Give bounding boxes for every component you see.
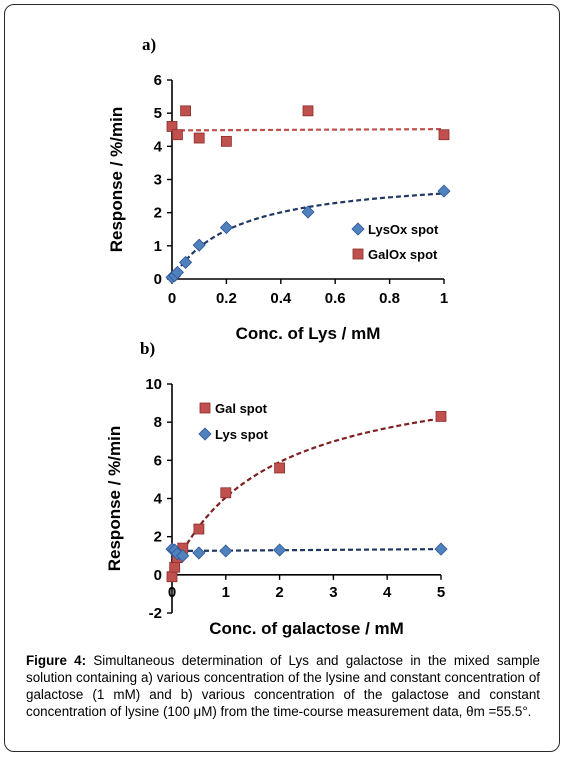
- chart-a-galox-spot-point: [220, 135, 232, 147]
- chart-b-panel-label: b): [140, 339, 155, 358]
- chart-a-lysox-spot-point: [219, 221, 233, 235]
- chart-b-legend-lys-spot-label: Lys spot: [215, 427, 269, 442]
- chart-b-ytick-label: 0: [154, 567, 162, 584]
- chart-a-xtick-label: 1: [440, 290, 448, 307]
- chart-b-lys-spot-point: [434, 542, 448, 556]
- chart-a-galox-spot-point: [166, 121, 178, 132]
- chart-a-ytick-label: 0: [154, 271, 162, 288]
- chart-a-xtick-label: 0.2: [216, 290, 237, 307]
- chart-b-lys-spot-point: [176, 549, 190, 563]
- chart-a-galox-spot-point: [438, 129, 450, 141]
- chart-a-lysox-spot-point: [301, 205, 315, 219]
- chart-a-galox-spot-fit-line: [171, 128, 445, 132]
- chart-b-legend-gal-spot-label: Gal spot: [215, 401, 268, 416]
- chart-b-xtick-label: 2: [275, 584, 283, 601]
- chart-b: b) -2 0 2 4 6 8 10 0 1 2 3 4 5 Conc. of galactose / mM…: [105, 339, 448, 638]
- chart-b-ytick-label: 8: [154, 414, 162, 431]
- chart-b-x-axis-title: Conc. of galactose / mM: [209, 619, 404, 638]
- chart-b-legend-lys-spot-marker: [198, 427, 212, 441]
- chart-b-lys-spot-fit-line: [171, 548, 442, 553]
- chart-a-xtick-label: 0.4: [270, 290, 292, 307]
- chart-b-ytick-label: 6: [154, 452, 162, 469]
- chart-a-xtick-label: 0.6: [325, 290, 346, 307]
- chart-b-ytick-label: 4: [154, 491, 163, 508]
- chart-a-galox-spot-point: [172, 129, 183, 141]
- chart-a-lysox-spot-point: [170, 265, 185, 279]
- chart-a-legend-galox-spot-marker: [352, 248, 364, 260]
- chart-a-y-axis-title: Response / %/min: [107, 107, 126, 252]
- chart-a-legend: LysOx spot GalOx spot: [351, 222, 439, 262]
- chart-b-y-axis-title: Response / %/min: [105, 426, 124, 571]
- chart-a: a) 0 1 2 3 4 5 6 0 0.2 0.4 0.6 0.8 1 Conc. of Lys / mM…: [107, 35, 451, 343]
- chart-b-legend: Gal spot Lys spot: [198, 401, 269, 442]
- chart-a-x-axis-title: Conc. of Lys / mM: [236, 324, 381, 343]
- caption-label: Figure 4:: [26, 653, 87, 668]
- chart-b-xtick-label: 4: [383, 584, 392, 601]
- chart-a-galox-spot-point: [193, 132, 205, 144]
- chart-a-galox-spot-point: [302, 105, 314, 117]
- chart-a-ytick-label: 2: [154, 205, 162, 222]
- chart-a-lysox-spot-point: [179, 255, 193, 269]
- chart-b-gal-spot-point: [169, 561, 181, 573]
- chart-b-xtick-label: 5: [437, 584, 445, 601]
- chart-a-legend-lysox-spot-label: LysOx spot: [368, 222, 439, 237]
- chart-b-gal-spot-point: [166, 571, 178, 583]
- chart-b-legend-gal-spot-marker: [199, 402, 211, 414]
- chart-a-galox-spot-point: [180, 105, 192, 117]
- chart-a-ytick-label: 3: [154, 172, 162, 189]
- chart-a-xtick-label: 0: [168, 290, 176, 307]
- chart-b-xtick-label: 3: [329, 584, 337, 601]
- chart-a-xtick-label: 0.8: [379, 290, 400, 307]
- chart-b-ytick-label: -2: [149, 605, 162, 622]
- chart-b-xtick-label: 0: [168, 584, 176, 601]
- chart-a-legend-lysox-spot-marker: [351, 222, 365, 236]
- chart-b-lys-spot-point: [219, 544, 233, 558]
- chart-a-ytick-label: 6: [154, 72, 162, 89]
- chart-a-ytick-label: 5: [154, 105, 162, 122]
- chart-a-lysox-spot-point: [437, 184, 451, 198]
- chart-b-gal-spot-point: [220, 487, 232, 499]
- chart-b-gal-spot-point: [193, 523, 205, 535]
- chart-a-ytick-label: 1: [154, 238, 162, 255]
- chart-a-ytick-label: 4: [154, 138, 163, 155]
- chart-a-panel-label: a): [142, 35, 156, 54]
- chart-b-ytick-label: 10: [145, 376, 162, 393]
- chart-a-legend-galox-spot-label: GalOx spot: [368, 247, 438, 262]
- chart-b-lys-spot-point: [273, 543, 287, 557]
- chart-b-gal-spot-point: [274, 462, 286, 474]
- chart-b-xtick-label: 1: [222, 584, 230, 601]
- figure-caption: Figure 4: Simultaneous determination of …: [26, 652, 540, 720]
- chart-a-lysox-spot-point: [192, 238, 206, 252]
- chart-b-lys-spot-point: [192, 546, 206, 560]
- chart-b-ytick-label: 2: [154, 529, 162, 546]
- figure-frame: [4, 4, 560, 752]
- chart-b-gal-spot-point: [435, 411, 447, 422]
- caption-text: Simultaneous determination of Lys and ga…: [26, 653, 541, 719]
